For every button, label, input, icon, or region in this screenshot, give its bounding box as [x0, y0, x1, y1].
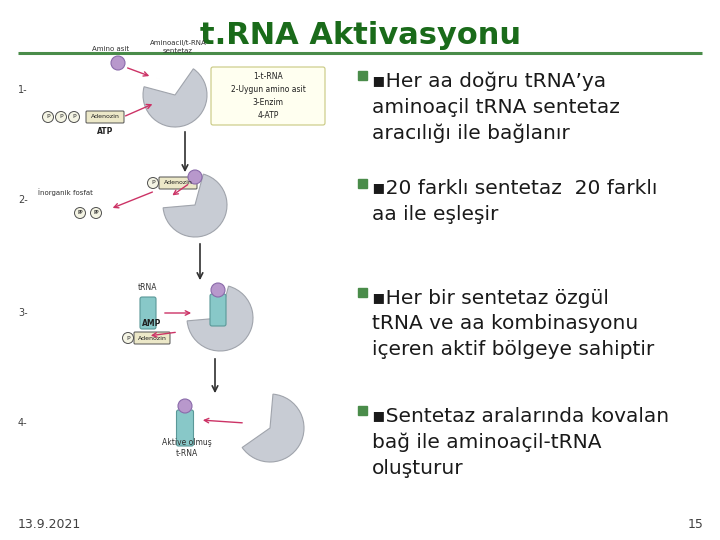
Text: 15: 15 — [688, 517, 704, 530]
Text: Pi: Pi — [78, 211, 82, 215]
Text: 4-: 4- — [18, 418, 27, 428]
Circle shape — [148, 178, 158, 188]
Circle shape — [122, 333, 133, 343]
Text: P: P — [78, 211, 82, 215]
Text: ATP: ATP — [96, 127, 113, 136]
Circle shape — [42, 111, 53, 123]
Text: Aminoacil/t-RNA
sentetaz: Aminoacil/t-RNA sentetaz — [150, 40, 207, 54]
Bar — [358, 179, 367, 187]
Circle shape — [178, 399, 192, 413]
Wedge shape — [163, 174, 227, 237]
FancyBboxPatch shape — [210, 294, 226, 326]
Wedge shape — [143, 69, 207, 127]
Text: P: P — [59, 114, 63, 119]
FancyBboxPatch shape — [159, 177, 197, 189]
Text: AMP: AMP — [143, 319, 162, 328]
FancyBboxPatch shape — [176, 410, 194, 446]
Circle shape — [55, 111, 66, 123]
Circle shape — [68, 111, 79, 123]
Text: tRNA: tRNA — [138, 283, 158, 292]
Text: P: P — [46, 114, 50, 119]
Text: P: P — [126, 335, 130, 341]
Text: ▪Her bir sentetaz özgül
tRNA ve aa kombinasyonu
içeren aktif bölgeye sahiptir: ▪Her bir sentetaz özgül tRNA ve aa kombi… — [372, 288, 654, 359]
Circle shape — [211, 283, 225, 297]
Bar — [358, 71, 367, 79]
Text: Adenozin: Adenozin — [138, 335, 166, 341]
Wedge shape — [187, 286, 253, 351]
FancyBboxPatch shape — [86, 111, 124, 123]
Text: t.RNA Aktivasyonu: t.RNA Aktivasyonu — [199, 21, 521, 50]
Text: P: P — [94, 211, 98, 215]
Circle shape — [74, 207, 86, 219]
Text: Aktive olmuş
t-RNA: Aktive olmuş t-RNA — [162, 438, 212, 458]
Bar — [358, 287, 367, 296]
Text: 13.9.2021: 13.9.2021 — [18, 517, 81, 530]
Text: P: P — [151, 180, 155, 186]
Circle shape — [188, 170, 202, 184]
Circle shape — [91, 207, 102, 219]
Bar — [358, 406, 367, 415]
FancyBboxPatch shape — [140, 297, 156, 329]
Text: İnorganik fosfat: İnorganik fosfat — [38, 188, 93, 196]
Text: 3-: 3- — [18, 308, 27, 318]
Text: Adenozin: Adenozin — [91, 114, 120, 119]
Circle shape — [111, 56, 125, 70]
Text: ▪20 farklı sentetaz  20 farklı
aa ile eşleşir: ▪20 farklı sentetaz 20 farklı aa ile eşl… — [372, 179, 657, 224]
Wedge shape — [242, 394, 304, 462]
Text: ▪Her aa doğru tRNA’ya
aminoaçil tRNA sentetaz
aracılığı ile bağlanır: ▪Her aa doğru tRNA’ya aminoaçil tRNA sen… — [372, 71, 620, 143]
FancyBboxPatch shape — [211, 67, 325, 125]
Text: 2-: 2- — [18, 195, 28, 205]
Text: ▪Sentetaz aralarında kovalan
bağ ile aminoaçil-tRNA
oluşturur: ▪Sentetaz aralarında kovalan bağ ile ami… — [372, 407, 669, 478]
Text: Amino asit: Amino asit — [92, 46, 129, 52]
Text: 1-t-RNA
2-Uygun amino asit
3-Enzim
4-ATP: 1-t-RNA 2-Uygun amino asit 3-Enzim 4-ATP — [230, 72, 305, 120]
Text: P: P — [72, 114, 76, 119]
Text: 1-: 1- — [18, 85, 27, 95]
Text: Pi: Pi — [94, 211, 99, 215]
FancyBboxPatch shape — [134, 332, 170, 344]
Text: Adenozin: Adenozin — [163, 180, 192, 186]
